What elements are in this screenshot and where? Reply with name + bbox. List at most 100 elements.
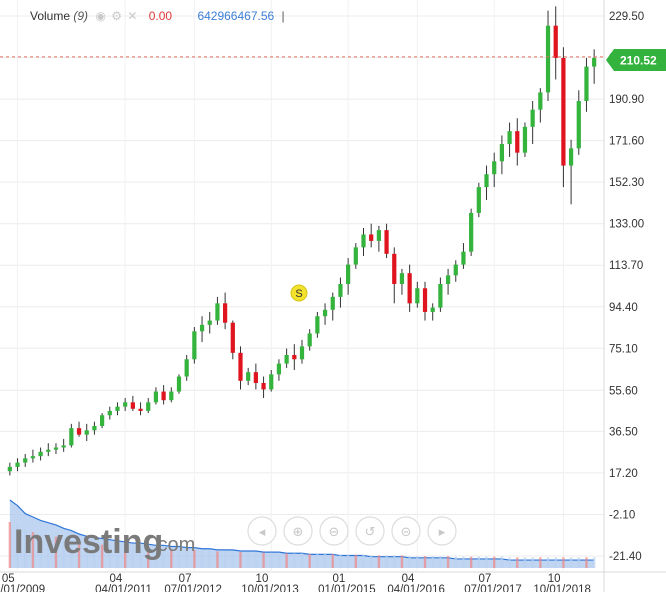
y-tick-label: -21.40 — [609, 551, 642, 563]
zoom-out-icon[interactable]: ⊖ — [319, 516, 349, 546]
candle — [38, 447, 43, 461]
volume-bar — [316, 554, 319, 568]
candle-body — [161, 391, 166, 401]
x-tick-label: 07 — [479, 573, 492, 585]
arrow-left-icon[interactable]: ◂ — [247, 516, 277, 546]
volume-bar — [216, 551, 219, 568]
volume-bar — [423, 556, 427, 568]
y-tick-label: -2.10 — [609, 509, 635, 521]
volume-bar — [154, 548, 158, 568]
volume-bar — [116, 546, 119, 568]
watermark-suffix: .com — [152, 534, 195, 556]
candle — [338, 277, 343, 308]
arrow-right-icon[interactable]: ▸ — [427, 516, 457, 546]
price-tag: 210.52 — [606, 49, 666, 71]
volume-bar — [208, 550, 211, 568]
volume-bar — [39, 534, 42, 568]
volume-bar — [346, 554, 350, 568]
candle-body — [553, 25, 558, 58]
candle — [361, 227, 366, 256]
watermark-brand: Investing — [14, 523, 163, 561]
candle-body — [392, 253, 397, 284]
candle-body — [92, 426, 97, 431]
x-tick-label: 04 — [109, 573, 122, 585]
volume-bar — [85, 543, 88, 568]
candle — [238, 346, 243, 390]
candle-body — [53, 447, 59, 450]
volume-bar — [31, 532, 35, 568]
volume-bar — [393, 555, 396, 568]
volume-bar — [523, 557, 527, 568]
volume-bar — [446, 556, 450, 568]
candle — [138, 402, 143, 416]
volume-bar — [454, 556, 457, 568]
candle-body — [84, 430, 89, 435]
candle — [30, 449, 36, 463]
volume-bar — [508, 557, 511, 568]
x-tick-label: 10 — [548, 573, 561, 585]
candle-body — [492, 161, 497, 175]
volume-bar — [147, 548, 150, 568]
x-tick-label: 10 — [256, 573, 269, 585]
x-tick-label: 10/01/2018 — [533, 584, 591, 592]
candle-body — [184, 359, 189, 377]
candle — [346, 258, 351, 295]
candle-body — [407, 273, 412, 304]
candle-body — [246, 372, 251, 381]
nav-buttons: ◂ ⊕ ⊖ ↺ ⊝ ▸ — [247, 516, 457, 546]
price-tag-shape — [606, 49, 666, 71]
volume-bar — [323, 554, 327, 568]
candle-body — [253, 372, 258, 383]
volume-bar — [477, 556, 481, 568]
candle — [130, 395, 135, 411]
volume-bar — [369, 555, 373, 568]
candle-body — [376, 230, 381, 241]
gear-icon[interactable]: ⚙ — [111, 9, 123, 23]
candle-body — [330, 296, 335, 310]
candle-body — [299, 346, 305, 360]
x-tick-label: 04 — [402, 573, 415, 585]
volume-bar — [246, 552, 250, 568]
volume-area — [8, 499, 596, 568]
volume-bar — [531, 557, 534, 568]
candle-body — [315, 316, 320, 334]
zoom-in-icon[interactable]: ⊕ — [283, 516, 313, 546]
svg-text:◂: ◂ — [259, 525, 266, 540]
candle-body — [69, 428, 74, 446]
candle-body — [353, 247, 358, 265]
candle-body — [568, 148, 574, 166]
zoom-reset-icon[interactable]: ↺ — [355, 516, 385, 546]
signal-marker[interactable]: S — [290, 284, 308, 302]
candle-body — [99, 415, 105, 427]
candle — [576, 90, 581, 155]
candle — [376, 225, 381, 252]
volume-bar — [585, 557, 588, 568]
candle-body — [438, 283, 443, 308]
zoom-out-small-icon[interactable]: ⊝ — [391, 516, 421, 546]
price-tag-value: 210.52 — [620, 54, 657, 68]
candle-body — [207, 320, 212, 325]
y-tick-label: 75.10 — [609, 343, 638, 355]
volume-bar — [439, 556, 442, 568]
volume-bar — [354, 554, 358, 568]
volume-bar — [254, 552, 258, 568]
volume-bar — [546, 557, 550, 568]
eye-icon[interactable]: ◉ — [95, 9, 107, 23]
candle — [561, 47, 566, 188]
candle — [176, 374, 182, 394]
candle-body — [7, 466, 12, 472]
candle — [530, 101, 535, 145]
candle — [553, 6, 558, 80]
candle — [123, 398, 128, 411]
x-tick-label: 07 — [179, 573, 192, 585]
volume-bar — [70, 540, 73, 568]
candle — [184, 354, 189, 381]
close-icon[interactable]: ✕ — [127, 9, 139, 23]
y-tick-label: 94.40 — [609, 302, 638, 314]
candle — [161, 385, 166, 405]
volume-bar — [223, 551, 227, 568]
candle — [223, 292, 228, 330]
candle — [453, 260, 458, 282]
x-tick-label: 10/01/2013 — [241, 584, 299, 592]
